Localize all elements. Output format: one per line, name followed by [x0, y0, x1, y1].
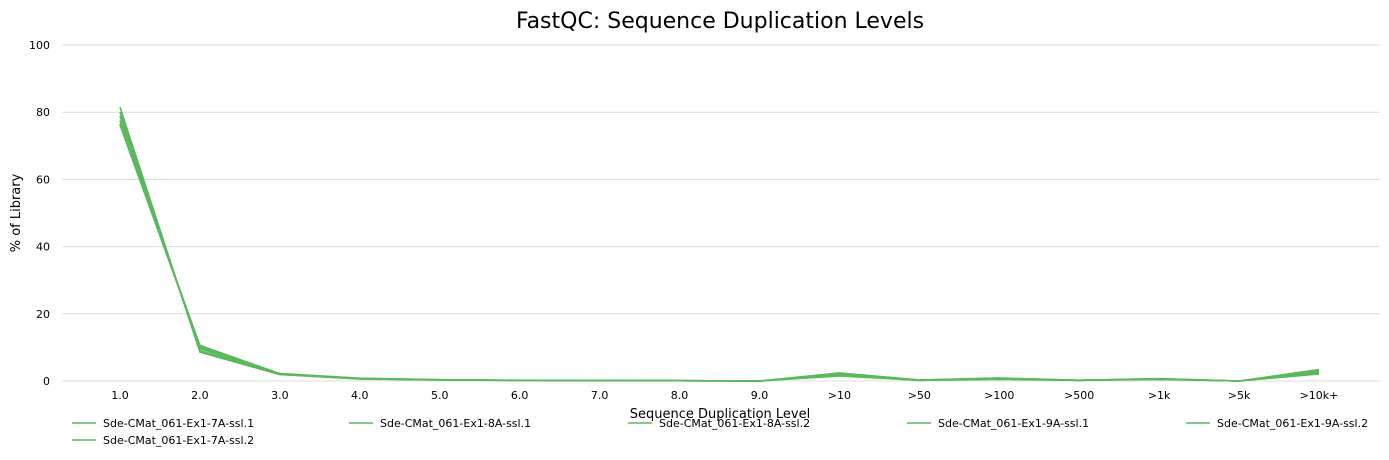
x-tick-label: >100 [984, 389, 1014, 402]
y-axis-ticks: 0 20 40 60 80 100 [29, 39, 50, 388]
legend: Sde-CMat_061-Ex1-7A-ssl.1 Sde-CMat_061-Ex… [72, 417, 1368, 447]
x-tick-label: 9.0 [751, 389, 769, 402]
y-axis-label: % of Library [9, 173, 24, 252]
y-tick-label: 20 [36, 308, 50, 321]
x-tick-label: >500 [1064, 389, 1094, 402]
x-tick-label: 1.0 [111, 389, 129, 402]
gridlines [62, 44, 1380, 382]
series-line [119, 120, 1320, 382]
legend-entry: Sde-CMat_061-Ex1-7A-ssl.1 [103, 417, 254, 430]
series-line [119, 124, 1320, 382]
chart-title: FastQC: Sequence Duplication Levels [516, 9, 924, 34]
x-tick-label: >50 [908, 389, 931, 402]
x-tick-label: 3.0 [271, 389, 289, 402]
x-tick-label: >5k [1228, 389, 1251, 402]
legend-entry: Sde-CMat_061-Ex1-8A-ssl.2 [659, 417, 810, 430]
x-tick-label: >10 [828, 389, 851, 402]
x-tick-label: >10k+ [1300, 389, 1339, 402]
x-tick-label: 5.0 [431, 389, 449, 402]
x-tick-label: 2.0 [191, 389, 209, 402]
y-tick-label: 40 [36, 241, 50, 254]
series-line [119, 106, 1320, 382]
y-tick-label: 0 [43, 375, 50, 388]
x-tick-label: 4.0 [351, 389, 369, 402]
legend-entry: Sde-CMat_061-Ex1-9A-ssl.1 [938, 417, 1089, 430]
x-tick-label: 6.0 [511, 389, 529, 402]
legend-entry: Sde-CMat_061-Ex1-7A-ssl.2 [103, 434, 254, 447]
series-line [119, 123, 1320, 382]
x-tick-label: 8.0 [671, 389, 689, 402]
series-line [119, 115, 1320, 382]
series-lines [119, 106, 1320, 382]
y-tick-label: 80 [36, 106, 50, 119]
x-axis-label: Sequence Duplication Level [630, 407, 810, 422]
y-tick-label: 100 [29, 39, 50, 52]
x-tick-label: >1k [1148, 389, 1171, 402]
series-line [119, 111, 1320, 382]
x-axis-ticks: 1.0 2.0 3.0 4.0 5.0 6.0 7.0 8.0 9.0 >10 >50 >100 >50… [111, 389, 1338, 402]
legend-entry: Sde-CMat_061-Ex1-9A-ssl.2 [1217, 417, 1368, 430]
y-tick-label: 60 [36, 173, 50, 186]
legend-entry: Sde-CMat_061-Ex1-8A-ssl.1 [380, 417, 531, 430]
x-tick-label: 7.0 [591, 389, 609, 402]
